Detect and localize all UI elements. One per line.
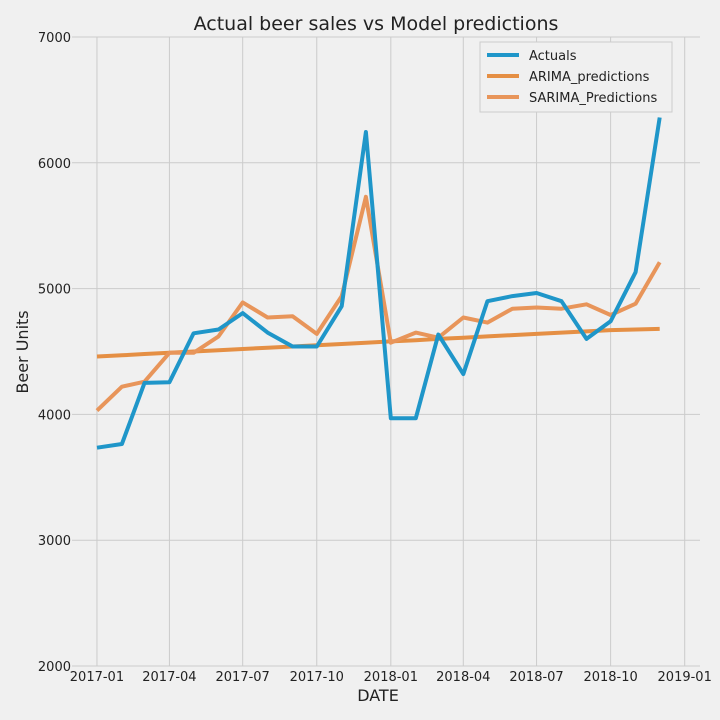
x-tick-label: 2018-10 (583, 670, 637, 685)
legend-label: ARIMA_predictions (529, 70, 650, 85)
y-tick-label: 3000 (38, 534, 71, 549)
chart-title: Actual beer sales vs Model predictions (194, 13, 559, 35)
series-line-actuals (96, 117, 662, 450)
x-axis-ticks: 2017-01 2017-04 2017-07 2017-10 2018-01 2018-… (70, 670, 712, 685)
y-tick-label: 5000 (38, 283, 71, 298)
x-tick-label: 2019-01 (658, 670, 712, 685)
x-tick-label: 2018-01 (364, 670, 418, 685)
legend: Actuals ARIMA_predictions SARIMA_Predictio… (479, 41, 673, 113)
legend-label: SARIMA_Predictions (529, 91, 657, 106)
series-lines (95, 117, 662, 450)
y-tick-label: 2000 (38, 660, 71, 675)
x-tick-label: 2017-10 (290, 670, 344, 685)
y-tick-label: 7000 (38, 31, 71, 46)
y-axis-label: Beer Units (13, 310, 32, 393)
legend-label: Actuals (529, 49, 577, 64)
y-axis-ticks: 2000 3000 4000 5000 6000 7000 (38, 31, 71, 675)
x-axis-label: DATE (357, 686, 399, 705)
x-tick-label: 2018-04 (436, 670, 490, 685)
grid-lines (72, 36, 700, 667)
x-tick-label: 2017-07 (216, 670, 270, 685)
y-tick-label: 6000 (38, 157, 71, 172)
x-tick-label: 2017-04 (142, 670, 196, 685)
y-tick-label: 4000 (38, 408, 71, 423)
x-tick-label: 2017-01 (70, 670, 124, 685)
x-tick-label: 2018-07 (509, 670, 563, 685)
